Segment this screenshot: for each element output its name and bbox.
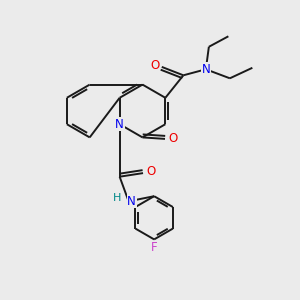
Text: F: F <box>151 241 158 254</box>
Text: N: N <box>115 118 124 131</box>
Text: N: N <box>202 63 210 76</box>
Text: O: O <box>169 132 178 146</box>
Text: O: O <box>151 58 160 72</box>
Text: H: H <box>113 193 122 203</box>
Text: N: N <box>127 195 136 208</box>
Text: O: O <box>147 165 156 178</box>
